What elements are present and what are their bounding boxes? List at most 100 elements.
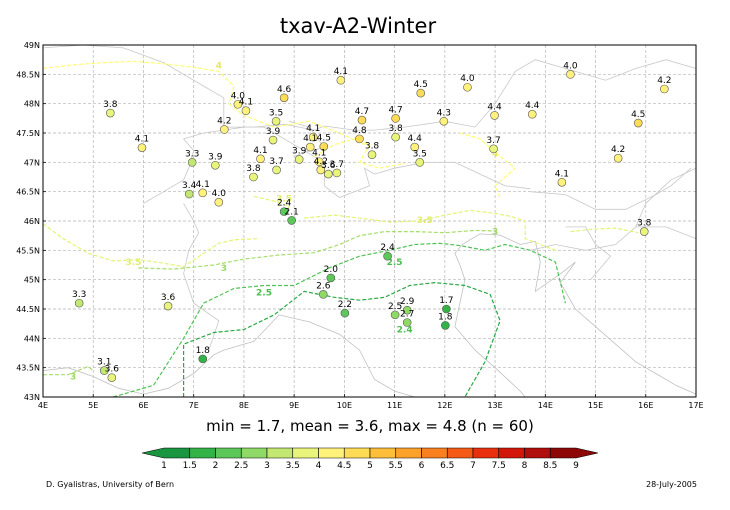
station-marker xyxy=(557,177,567,187)
station-marker xyxy=(318,290,328,299)
station-marker xyxy=(210,160,220,170)
station-marker xyxy=(314,157,324,167)
colorbar-label: 2.5 xyxy=(234,461,248,471)
station-marker xyxy=(416,88,426,98)
colorbar-bin xyxy=(266,447,294,459)
colorbar-label: 7 xyxy=(470,461,476,471)
station-marker xyxy=(415,158,425,167)
station-marker xyxy=(402,305,412,315)
colorbar-bin xyxy=(189,447,216,459)
station-markers xyxy=(74,70,669,382)
station-marker xyxy=(106,108,115,118)
station-marker xyxy=(332,168,342,178)
station-marker xyxy=(249,172,258,182)
station-marker xyxy=(357,115,367,125)
y-tick-label: 48N xyxy=(24,100,40,109)
colorbar-label: 5.5 xyxy=(389,461,403,471)
x-tick-label: 17E xyxy=(688,401,703,410)
station-value-label: 3.8 xyxy=(637,219,652,229)
x-tick-label: 16E xyxy=(638,401,653,410)
station-marker xyxy=(308,132,318,142)
station-value-label: 4.4 xyxy=(487,102,502,112)
station-marker xyxy=(272,165,281,175)
station-value-label: 2.0 xyxy=(324,265,339,275)
contour-labels: 3.5 3.5 3.5 3 3 3 2.5 2.5 2.4 4 4 xyxy=(70,62,498,383)
x-tick-label: 14E xyxy=(538,401,553,410)
x-tick-label: 8E xyxy=(239,401,249,410)
y-tick-label: 48.5N xyxy=(16,70,40,79)
y-tick-label: 45N xyxy=(24,276,40,285)
coastline xyxy=(454,233,697,395)
station-marker xyxy=(305,142,315,152)
station-value-label: 4.1 xyxy=(253,146,267,156)
station-marker xyxy=(463,82,472,92)
station-marker xyxy=(367,150,377,160)
station-marker xyxy=(256,154,265,164)
y-tick-label: 43.5N xyxy=(16,364,40,373)
colorbar-label: 1 xyxy=(161,461,167,471)
x-tick-label: 4E xyxy=(38,401,48,410)
coastline xyxy=(454,326,526,398)
colorbar-bin xyxy=(240,447,268,459)
colorbar-bin xyxy=(141,447,191,459)
contour-3 xyxy=(138,229,496,270)
station-marker xyxy=(187,158,197,167)
x-axis-ticks: 4E 5E 6E 7E 8E 9E 10E 11E 12E 13E 14E 15E 16E 17E xyxy=(38,394,704,410)
station-value-label: 1.7 xyxy=(439,296,453,306)
colorbar-bin xyxy=(369,447,397,459)
station-value-label: 3.8 xyxy=(365,142,380,152)
station-value-label: 3.6 xyxy=(161,293,176,303)
contour-3 xyxy=(43,365,94,376)
footer-credit: D. Gyalistras, University of Bern xyxy=(46,480,174,489)
station-value-label: 2.6 xyxy=(316,281,331,291)
station-marker xyxy=(660,84,669,94)
station-marker xyxy=(633,118,643,128)
station-marker xyxy=(402,318,412,327)
contour-2.5 xyxy=(113,242,566,398)
station-value-label: 3.5 xyxy=(413,149,427,159)
station-marker xyxy=(184,189,194,199)
colorbar-label: 7.5 xyxy=(492,461,506,471)
y-tick-label: 44N xyxy=(24,334,40,343)
y-axis-ticks: 43N 43.5N 44N 44.5N 45N 45.5N 46N 46.5N 47N 47.5N… xyxy=(16,41,46,402)
station-value-label: 4.0 xyxy=(212,189,227,199)
station-value-label: 4.2 xyxy=(611,145,625,155)
station-marker xyxy=(279,207,289,216)
station-marker xyxy=(198,188,208,198)
country-border xyxy=(565,226,612,280)
contour-label: 2.5 xyxy=(387,258,403,268)
x-tick-label: 11E xyxy=(387,401,402,410)
station-value-label: 4.5 xyxy=(414,80,428,90)
station-value-label: 4.7 xyxy=(388,105,402,115)
y-tick-label: 49N xyxy=(24,41,40,50)
colorbar-bin xyxy=(498,447,525,459)
station-value-label: 2.1 xyxy=(284,207,298,217)
contour-label: 3.5 xyxy=(125,258,141,268)
station-value-label: 4.7 xyxy=(355,107,369,117)
station-value-label: 3.8 xyxy=(246,164,261,174)
station-marker xyxy=(241,106,251,116)
contour-lines xyxy=(42,60,639,398)
country-border xyxy=(183,203,220,351)
station-value-label: 3.8 xyxy=(388,124,403,134)
station-marker xyxy=(107,373,117,382)
station-value-label: 2.2 xyxy=(338,300,352,310)
colorbar-label: 5 xyxy=(367,461,373,471)
station-marker xyxy=(355,134,364,144)
colorbar-bin xyxy=(472,447,500,459)
station-value-label: 4.8 xyxy=(352,126,367,136)
y-tick-label: 43N xyxy=(24,393,40,402)
station-marker xyxy=(220,125,229,134)
station-marker xyxy=(233,99,243,109)
contour-label: 3 xyxy=(492,228,498,238)
station-value-label: 3.6 xyxy=(321,161,336,171)
colorbar-bin xyxy=(318,447,345,459)
station-value-label: 3.9 xyxy=(266,127,281,137)
station-value-label: 4.2 xyxy=(217,116,231,126)
colorbar-label: 8.5 xyxy=(543,461,557,471)
x-tick-label: 5E xyxy=(88,401,98,410)
station-value-label: 4.1 xyxy=(312,149,326,159)
station-marker xyxy=(441,321,450,330)
colorbar xyxy=(141,447,599,459)
contour-label: 3.5 xyxy=(276,195,292,205)
